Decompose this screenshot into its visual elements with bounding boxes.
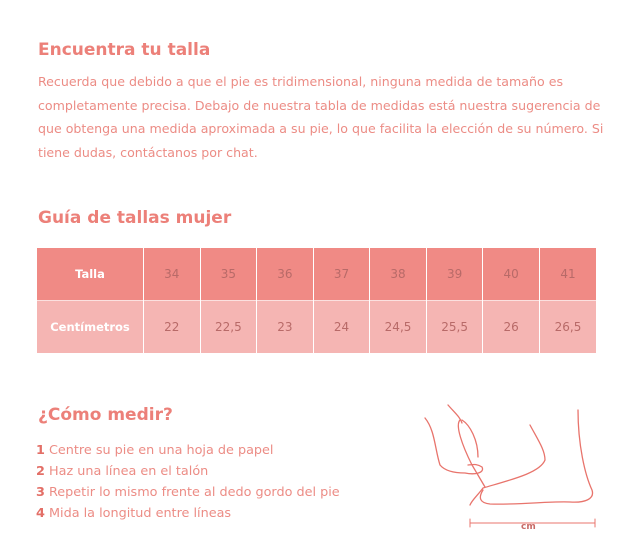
intro-title: Encuentra tu talla: [38, 40, 211, 60]
cm-cell: 24: [312, 300, 370, 353]
steps-list: 1 Centre su pie en una hoja de papel 2 H…: [36, 440, 340, 524]
intro-text: Recuerda que debido a que el pie es trid…: [38, 74, 604, 160]
table-row-sizes: Talla 34 35 36 37 38 39 40 41: [37, 248, 596, 301]
size-cell: 39: [425, 248, 483, 301]
guide-title: Guía de tallas mujer: [38, 208, 232, 228]
cm-cell: 24,5: [369, 300, 427, 353]
foot-measure-illustration: [424, 404, 596, 528]
list-item: 4 Mida la longitud entre líneas: [36, 506, 232, 521]
table-row-cm: Centímetros 22 22,5 23 24 24,5 25,5 26 2…: [37, 300, 596, 353]
size-cell: 36: [256, 248, 314, 301]
cm-cell: 26: [482, 300, 540, 353]
list-item: 1 Centre su pie en una hoja de papel: [36, 443, 274, 458]
cm-cell: 22,5: [199, 300, 257, 353]
size-cell: 41: [538, 248, 596, 301]
cm-cell: 26,5: [538, 300, 596, 353]
list-item: 2 Haz una línea en el talón: [36, 464, 209, 479]
row-label: Talla: [75, 267, 105, 281]
row-label: Centímetros: [50, 320, 130, 334]
cm-cell: 25,5: [425, 300, 483, 353]
size-table: Talla 34 35 36 37 38 39 40 41 Centímetro…: [37, 248, 596, 353]
size-cell: 35: [199, 248, 257, 301]
unit-label: cm: [521, 522, 536, 532]
cm-cell: 23: [256, 300, 314, 353]
size-cell: 40: [482, 248, 540, 301]
measure-title: ¿Cómo medir?: [38, 405, 173, 425]
size-cell: 34: [143, 248, 201, 301]
cm-cell: 22: [143, 300, 201, 353]
size-cell: 38: [369, 248, 427, 301]
size-cell: 37: [312, 248, 370, 301]
list-item: 3 Repetir lo mismo frente al dedo gordo …: [36, 485, 340, 500]
